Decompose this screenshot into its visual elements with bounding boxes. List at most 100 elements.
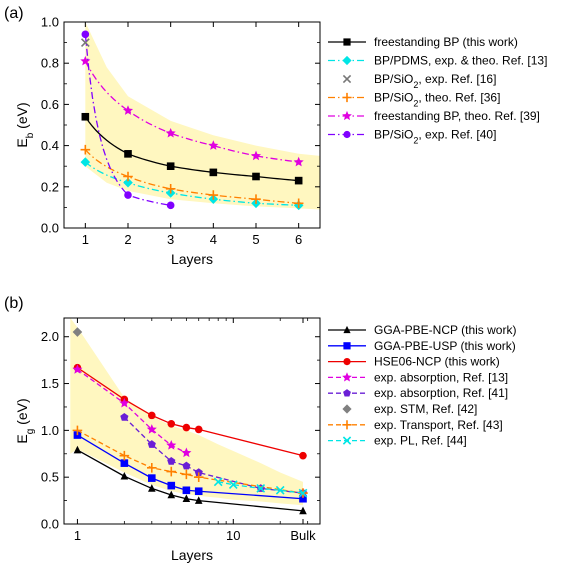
legend-label: GGA-PBE-NCP (this work) [374, 323, 516, 337]
panel-label: (b) [4, 295, 24, 312]
data-point [146, 463, 157, 473]
y-axis-label: Eb (eV) [14, 102, 36, 147]
series-line [84, 149, 299, 204]
data-point [166, 162, 175, 170]
x-tick-label: 2 [124, 232, 131, 247]
legend-label: BP/SiO2, exp. Ref. [16] [374, 72, 496, 90]
data-point [147, 484, 156, 492]
data-point [120, 471, 129, 480]
legend-label: BP/PDMS, exp. & theo. Ref. [13] [374, 54, 547, 68]
data-point [213, 477, 223, 487]
series-3 [80, 38, 90, 47]
data-point [209, 168, 218, 177]
y-tick-label: 1.5 [41, 376, 59, 391]
data-point [182, 494, 191, 503]
y-tick-label: 1.0 [41, 15, 59, 30]
data-point [80, 144, 91, 155]
legend-label: GGA-PBE-USP (this work) [374, 339, 516, 353]
x-axis-label: Layers [171, 251, 213, 267]
legend-label: exp. STM, Ref. [42] [374, 402, 477, 416]
legend-marker [342, 92, 352, 103]
data-point [80, 55, 91, 66]
data-point [194, 468, 203, 476]
data-point [299, 494, 307, 503]
series-line [84, 161, 299, 206]
legend-label: BP/SiO2, theo. Ref. [36] [374, 91, 500, 109]
legend: freestanding BP (this work) BP/PDMS, exp.… [328, 35, 547, 146]
data-point [256, 484, 266, 493]
legend-label: exp. PL, Ref. [44] [374, 434, 467, 448]
series-line [84, 116, 299, 182]
data-point [119, 450, 130, 461]
x-tick-label: 4 [210, 232, 217, 247]
data-point [72, 364, 83, 374]
data-point [123, 171, 133, 182]
data-point [166, 201, 175, 210]
data-point [293, 156, 304, 167]
x-tick-label: 5 [252, 232, 259, 247]
y-tick-label: 2.0 [41, 329, 59, 344]
data-point [124, 150, 132, 158]
legend-marker [342, 55, 352, 66]
legend-label: exp. Transport, Ref. [43] [374, 418, 503, 432]
data-point [182, 486, 191, 495]
data-point [167, 481, 176, 490]
data-point [293, 198, 304, 209]
y-tick-label: 0.0 [41, 221, 59, 236]
legend-label: freestanding BP, theo. Ref. [39] [374, 109, 540, 123]
panel-label: (a) [4, 5, 24, 22]
chart-panel-1: 1 2 3 4 5 6 0.0 0.2 0.4 0.6 0.8 1.0 Layers Eb (eV) (a)… [4, 5, 547, 267]
series-5 [80, 55, 304, 167]
data-point [294, 176, 303, 185]
legend-marker [343, 389, 351, 397]
y-tick-label: 0.6 [41, 97, 59, 112]
series-7 [72, 425, 308, 498]
data-point [80, 157, 91, 167]
data-point [72, 425, 83, 436]
data-point [167, 420, 176, 428]
legend-label: BP/SiO2, exp. Ref. [40] [374, 128, 496, 146]
legend-marker [342, 372, 352, 382]
legend-marker [342, 436, 352, 445]
series-6 [81, 30, 175, 210]
shaded-band [85, 22, 320, 210]
data-point [81, 30, 90, 39]
legend-marker [343, 130, 351, 139]
legend-marker [342, 420, 352, 430]
data-point [208, 140, 219, 150]
series-4 [72, 364, 192, 458]
data-point [166, 466, 177, 477]
data-point [298, 488, 308, 498]
data-point [252, 172, 260, 181]
legend-marker [342, 404, 352, 414]
data-point [181, 469, 192, 480]
data-point [251, 194, 261, 204]
x-tick-label: 6 [295, 232, 302, 247]
x-axis-label: Layers [171, 547, 213, 563]
data-point [119, 397, 130, 408]
shaded-band [70, 318, 303, 506]
series-1 [73, 445, 307, 515]
chart-panel-2: 1 10 Bulk 0.0 0.5 1.0 1.5 2.0 Layers Eg (eV) (b) GG… [4, 295, 516, 563]
data-point [194, 425, 203, 434]
data-point [194, 496, 203, 504]
y-tick-label: 1.0 [41, 423, 59, 438]
y-tick-label: 0.5 [41, 470, 59, 485]
data-point [167, 456, 176, 465]
y-tick-label: 0.0 [41, 517, 59, 532]
data-point [124, 191, 132, 199]
series-4 [80, 144, 304, 209]
data-point [147, 474, 156, 482]
data-point [120, 459, 129, 467]
x-tick-label: 10 [226, 528, 240, 543]
legend-label: exp. absorption, Ref. [41] [374, 386, 508, 400]
data-point [182, 461, 191, 470]
legend-marker [342, 74, 352, 84]
y-tick-label: 0.2 [41, 179, 59, 194]
y-tick-label: 0.4 [41, 138, 59, 153]
legend-label: HSE06-NCP (this work) [374, 355, 500, 369]
data-point [208, 190, 219, 200]
legend-marker [343, 342, 351, 350]
x-tick-label: 1 [82, 232, 89, 247]
legend-label: exp. absorption, Ref. [13] [374, 370, 508, 384]
